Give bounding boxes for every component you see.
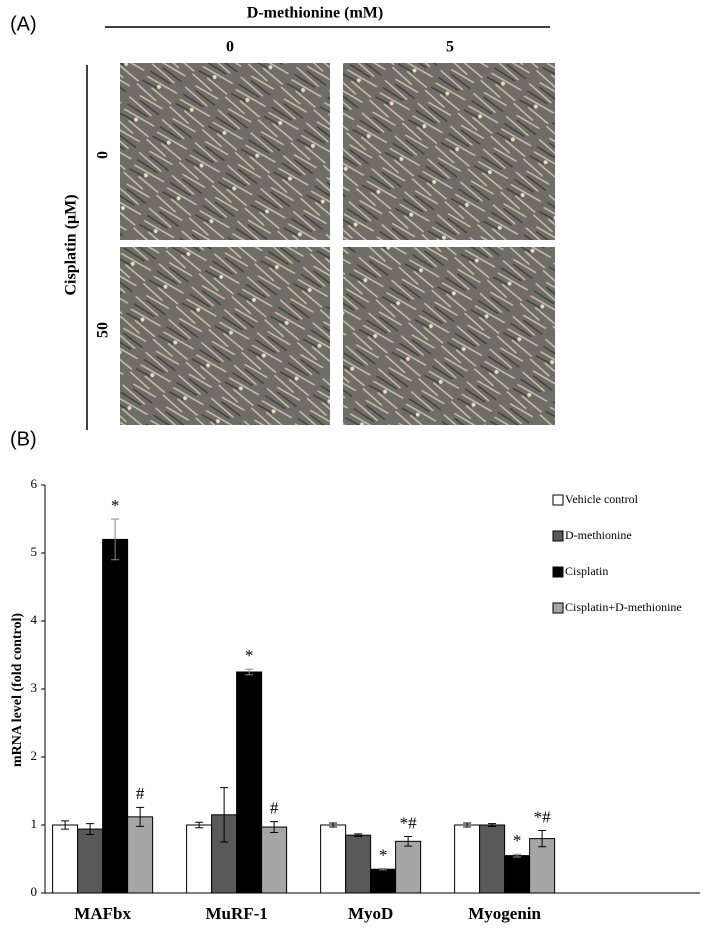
bar xyxy=(102,538,129,894)
bar xyxy=(479,824,506,894)
legend-swatch xyxy=(552,602,564,614)
significance-mark: * xyxy=(513,831,522,850)
column-header: D-methionine (mM) xyxy=(247,5,383,22)
column-label: 0 xyxy=(226,39,234,56)
bar xyxy=(77,828,104,894)
micrograph xyxy=(120,247,330,425)
legend-label: Cisplatin+D-methionine xyxy=(565,600,682,614)
significance-mark: # xyxy=(136,784,145,803)
error-bar xyxy=(220,787,229,843)
error-bar xyxy=(513,853,522,858)
column-label: 5 xyxy=(446,39,454,56)
row-label: 0 xyxy=(95,151,112,159)
bar xyxy=(236,671,263,894)
error-bar xyxy=(61,820,70,830)
legend-label: Vehicle control xyxy=(565,492,639,506)
micrograph xyxy=(343,247,555,425)
row-label: 50 xyxy=(95,322,112,338)
error-bar xyxy=(245,668,254,676)
error-bar xyxy=(404,836,413,847)
panel-label: (A) xyxy=(10,13,37,35)
row-header: Cisplatin (μM) xyxy=(63,194,80,295)
x-tick-label: MyoD xyxy=(348,904,393,923)
x-tick-label: MuRF-1 xyxy=(205,904,267,923)
y-axis-label: mRNA level (fold control) xyxy=(10,613,25,767)
bar xyxy=(504,855,531,894)
legend-swatch xyxy=(552,494,564,506)
significance-mark: * xyxy=(245,646,254,665)
micrograph xyxy=(343,63,555,240)
error-bar xyxy=(463,822,472,828)
panel-label: (B) xyxy=(10,428,37,450)
significance-mark: # xyxy=(270,799,279,818)
y-tick-label: 2 xyxy=(31,748,38,763)
error-bar xyxy=(329,822,338,828)
bar xyxy=(127,816,154,894)
error-bar xyxy=(379,868,388,871)
legend-label: D-methionine xyxy=(565,528,632,542)
x-tick-label: MAFbx xyxy=(74,904,131,923)
significance-mark: * xyxy=(111,496,120,515)
y-tick-label: 4 xyxy=(31,612,38,627)
y-tick-label: 1 xyxy=(31,816,38,831)
bar xyxy=(320,824,347,894)
significance-mark: * xyxy=(379,845,388,864)
bar xyxy=(395,840,422,894)
legend-swatch xyxy=(552,566,564,578)
significance-mark: *# xyxy=(400,813,418,832)
error-bar xyxy=(111,518,120,561)
y-tick-label: 0 xyxy=(31,884,38,899)
bar xyxy=(454,824,481,894)
y-tick-label: 6 xyxy=(31,476,38,491)
error-bar xyxy=(86,823,95,836)
legend-label: Cisplatin xyxy=(565,564,608,578)
bar xyxy=(261,826,288,894)
error-bar xyxy=(538,829,547,848)
error-bar xyxy=(136,806,145,827)
micrograph xyxy=(120,63,330,240)
error-bar xyxy=(354,833,363,838)
y-tick-label: 3 xyxy=(31,680,38,695)
error-bar xyxy=(488,823,497,827)
x-tick-label: Myogenin xyxy=(468,904,541,923)
y-tick-label: 5 xyxy=(31,544,38,559)
bar xyxy=(370,868,397,894)
significance-mark: *# xyxy=(534,807,552,826)
legend-swatch xyxy=(552,530,564,542)
bar xyxy=(52,824,79,894)
bar xyxy=(186,824,213,894)
error-bar xyxy=(195,821,204,829)
bar xyxy=(345,834,372,894)
error-bar xyxy=(270,821,279,833)
